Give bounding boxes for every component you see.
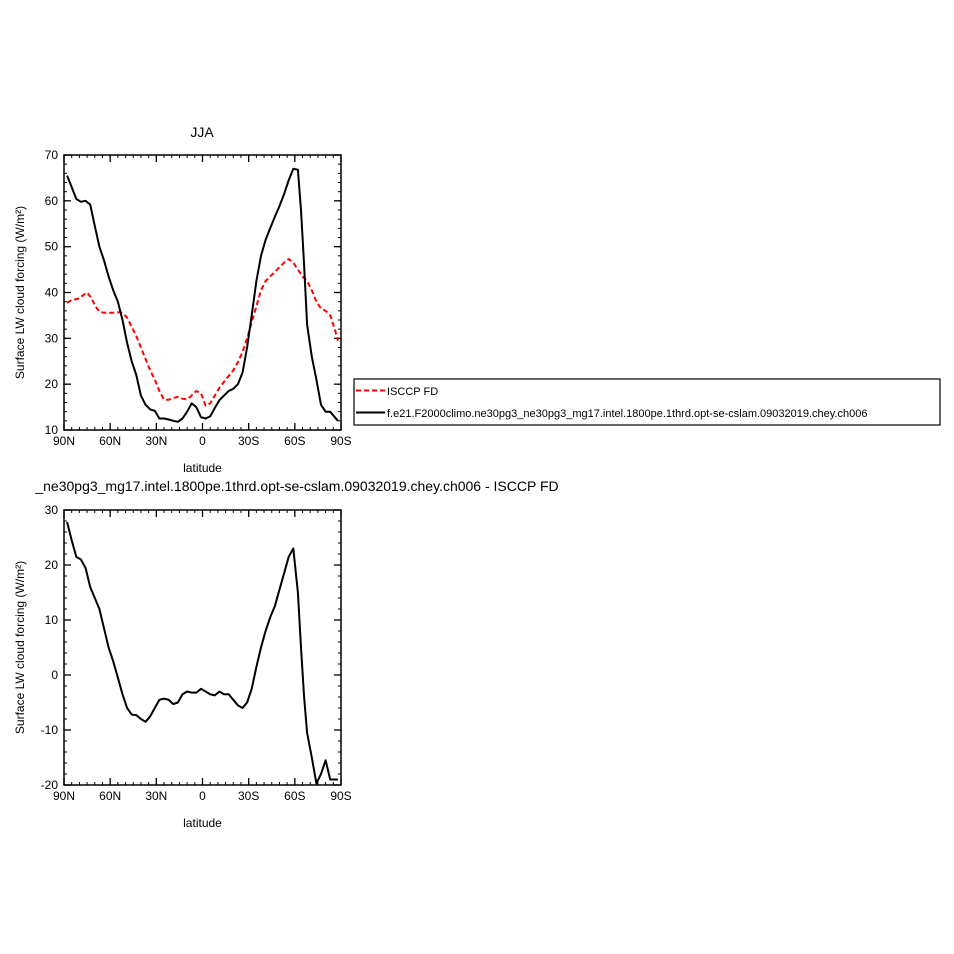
y-tick-label: 10 [45, 423, 59, 437]
x-tick-label: 90S [330, 789, 351, 803]
x-tick-label: 60S [284, 789, 305, 803]
bottom-panel-title: _ne30pg3_mg17.intel.1800pe.1thrd.opt-se-… [34, 478, 558, 494]
series-line-0 [66, 258, 339, 407]
y-tick-label: 70 [45, 148, 59, 162]
legend-label-isccp: ISCCP FD [387, 386, 438, 398]
legend-label-model: f.e21.F2000climo.ne30pg3_ne30pg3_mg17.in… [387, 408, 867, 420]
x-tick-label: 60N [99, 434, 121, 448]
x-tick-label: 30N [145, 434, 167, 448]
y-tick-label: -20 [41, 778, 59, 792]
legend-box [353, 378, 941, 426]
y-tick-label: 40 [45, 286, 59, 300]
x-tick-label: 90N [53, 789, 75, 803]
y-axis-label: Surface LW cloud forcing (W/m²) [13, 206, 27, 379]
y-tick-label: 60 [45, 194, 59, 208]
x-tick-label: 90N [53, 434, 75, 448]
x-tick-label: 30S [238, 434, 259, 448]
x-tick-label: 90S [330, 434, 351, 448]
y-tick-label: 20 [45, 377, 59, 391]
y-tick-label: 30 [45, 503, 59, 517]
y-tick-label: -10 [41, 723, 59, 737]
y-tick-label: 50 [45, 240, 59, 254]
x-axis-label: latitude [183, 461, 222, 475]
y-tick-label: 30 [45, 331, 59, 345]
y-tick-label: 20 [45, 558, 59, 572]
top-chart: 90N 60N 30N 0 30S 60S 90S 10 20 30 40 50 60 70 latitud… [13, 148, 352, 475]
y-tick-label: 0 [51, 668, 58, 682]
series-line-1 [66, 167, 339, 423]
x-tick-label: 30N [145, 789, 167, 803]
top-panel-title: JJA [190, 124, 214, 140]
bottom-chart: 90N 60N 30N 0 30S 60S 90S -20 -10 0 10 20 30 latitude… [13, 503, 352, 830]
x-tick-label: 60N [99, 789, 121, 803]
y-tick-label: 10 [45, 613, 59, 627]
y-axis-label: Surface LW cloud forcing (W/m²) [13, 561, 27, 734]
x-tick-label: 60S [284, 434, 305, 448]
x-tick-label: 0 [199, 434, 206, 448]
x-axis-label: latitude [183, 816, 222, 830]
x-tick-label: 30S [238, 789, 259, 803]
plot-frame [63, 509, 342, 786]
legend: ISCCP FD f.e21.F2000climo.ne30pg3_ne30pg… [353, 378, 941, 426]
series-line-0 [66, 521, 338, 785]
x-tick-label: 0 [199, 789, 206, 803]
